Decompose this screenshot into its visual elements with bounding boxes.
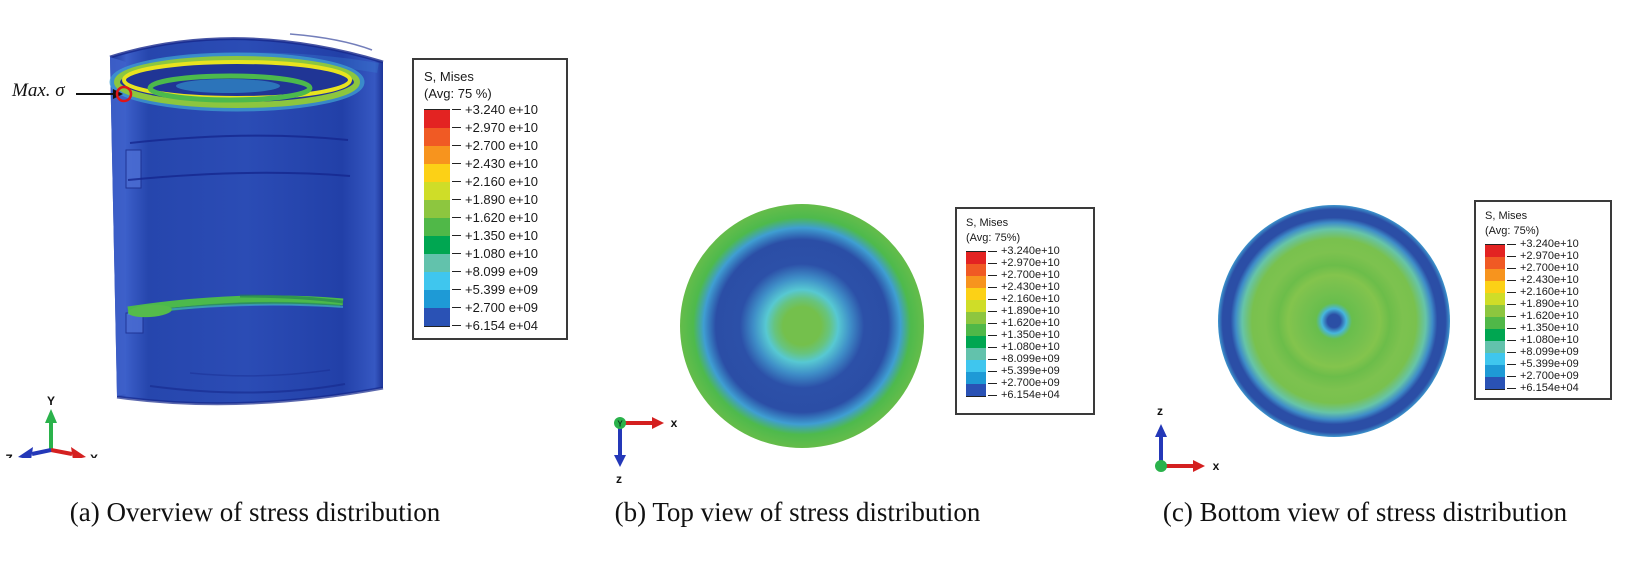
- y-axis-out-of-plane-dot: [1155, 460, 1167, 472]
- colorbar-values: +3.240e+10 +2.970e+10 +2.700e+10 +2.430e…: [1507, 238, 1579, 394]
- colorbar-values: +3.240e+10 +2.970e+10 +2.700e+10 +2.430e…: [988, 245, 1060, 401]
- legend-subtitle: (Avg: 75 %): [424, 86, 492, 101]
- legend-subtitle: (Avg: 75%): [966, 232, 1021, 244]
- colorbar-legend-a: S, Mises (Avg: 75 %) +3.240 e+10 +2.970 …: [412, 58, 568, 340]
- top-view-stress-disc: [680, 204, 924, 448]
- seam-line: [127, 171, 351, 181]
- seam-line: [129, 134, 349, 144]
- bottom-view-stress-disc: [1218, 205, 1450, 437]
- upper-stress-band: [109, 52, 379, 112]
- y-axis-out-of-plane-dot: [614, 417, 626, 429]
- colorbar: [1485, 244, 1505, 390]
- z-axis-label: z: [1157, 404, 1163, 418]
- cylinder-body: [109, 33, 384, 406]
- colorbar-legend-c: S, Mises (Avg: 75%) +3.240e+10 +2.970e+1…: [1474, 200, 1612, 400]
- caption-a: (a) Overview of stress distribution: [69, 497, 441, 527]
- seam-line: [289, 33, 373, 51]
- legend-title: S, Mises: [1485, 210, 1528, 222]
- x-axis-label: X: [90, 452, 98, 458]
- axis-triad-c: z x: [1155, 404, 1220, 473]
- caption-c: (c) Bottom view of stress distribution: [1162, 497, 1568, 527]
- max-stress-marker: [115, 85, 133, 103]
- colorbar: [966, 251, 986, 397]
- y-axis-label: Y: [617, 420, 623, 429]
- legend-title: S, Mises: [966, 217, 1009, 229]
- cut-notch-upper: [125, 149, 142, 189]
- max-stress-annotation: [76, 85, 133, 103]
- cut-face: [110, 57, 126, 396]
- x-axis-arrow: [50, 448, 73, 456]
- colorbar: [424, 109, 450, 327]
- z-axis-label: Z: [5, 452, 12, 458]
- z-axis-label: z: [616, 472, 622, 486]
- caption-b: (b) Top view of stress distribution: [614, 497, 981, 527]
- z-axis-arrow: [31, 448, 52, 456]
- seam-line: [149, 383, 346, 394]
- y-axis-label: Y: [47, 394, 55, 408]
- axis-triad-a: Y X Z: [5, 394, 98, 458]
- x-axis-label: x: [671, 416, 678, 430]
- max-stress-label: Max. σ: [12, 80, 65, 101]
- legend-subtitle: (Avg: 75%): [1485, 225, 1540, 237]
- lower-stress-band: [127, 294, 344, 318]
- axis-triad-b: Y x z: [614, 416, 678, 486]
- colorbar-values: +3.240 e+10 +2.970 e+10 +2.700 e+10 +2.4…: [452, 100, 538, 334]
- seam-line: [189, 369, 331, 377]
- x-axis-label: x: [1213, 459, 1220, 473]
- colorbar-legend-b: S, Mises (Avg: 75%) +3.240e+10 +2.970e+1…: [955, 207, 1095, 415]
- legend-title: S, Mises: [424, 69, 474, 84]
- cylinder-3d-view: Y X Z: [5, 33, 384, 458]
